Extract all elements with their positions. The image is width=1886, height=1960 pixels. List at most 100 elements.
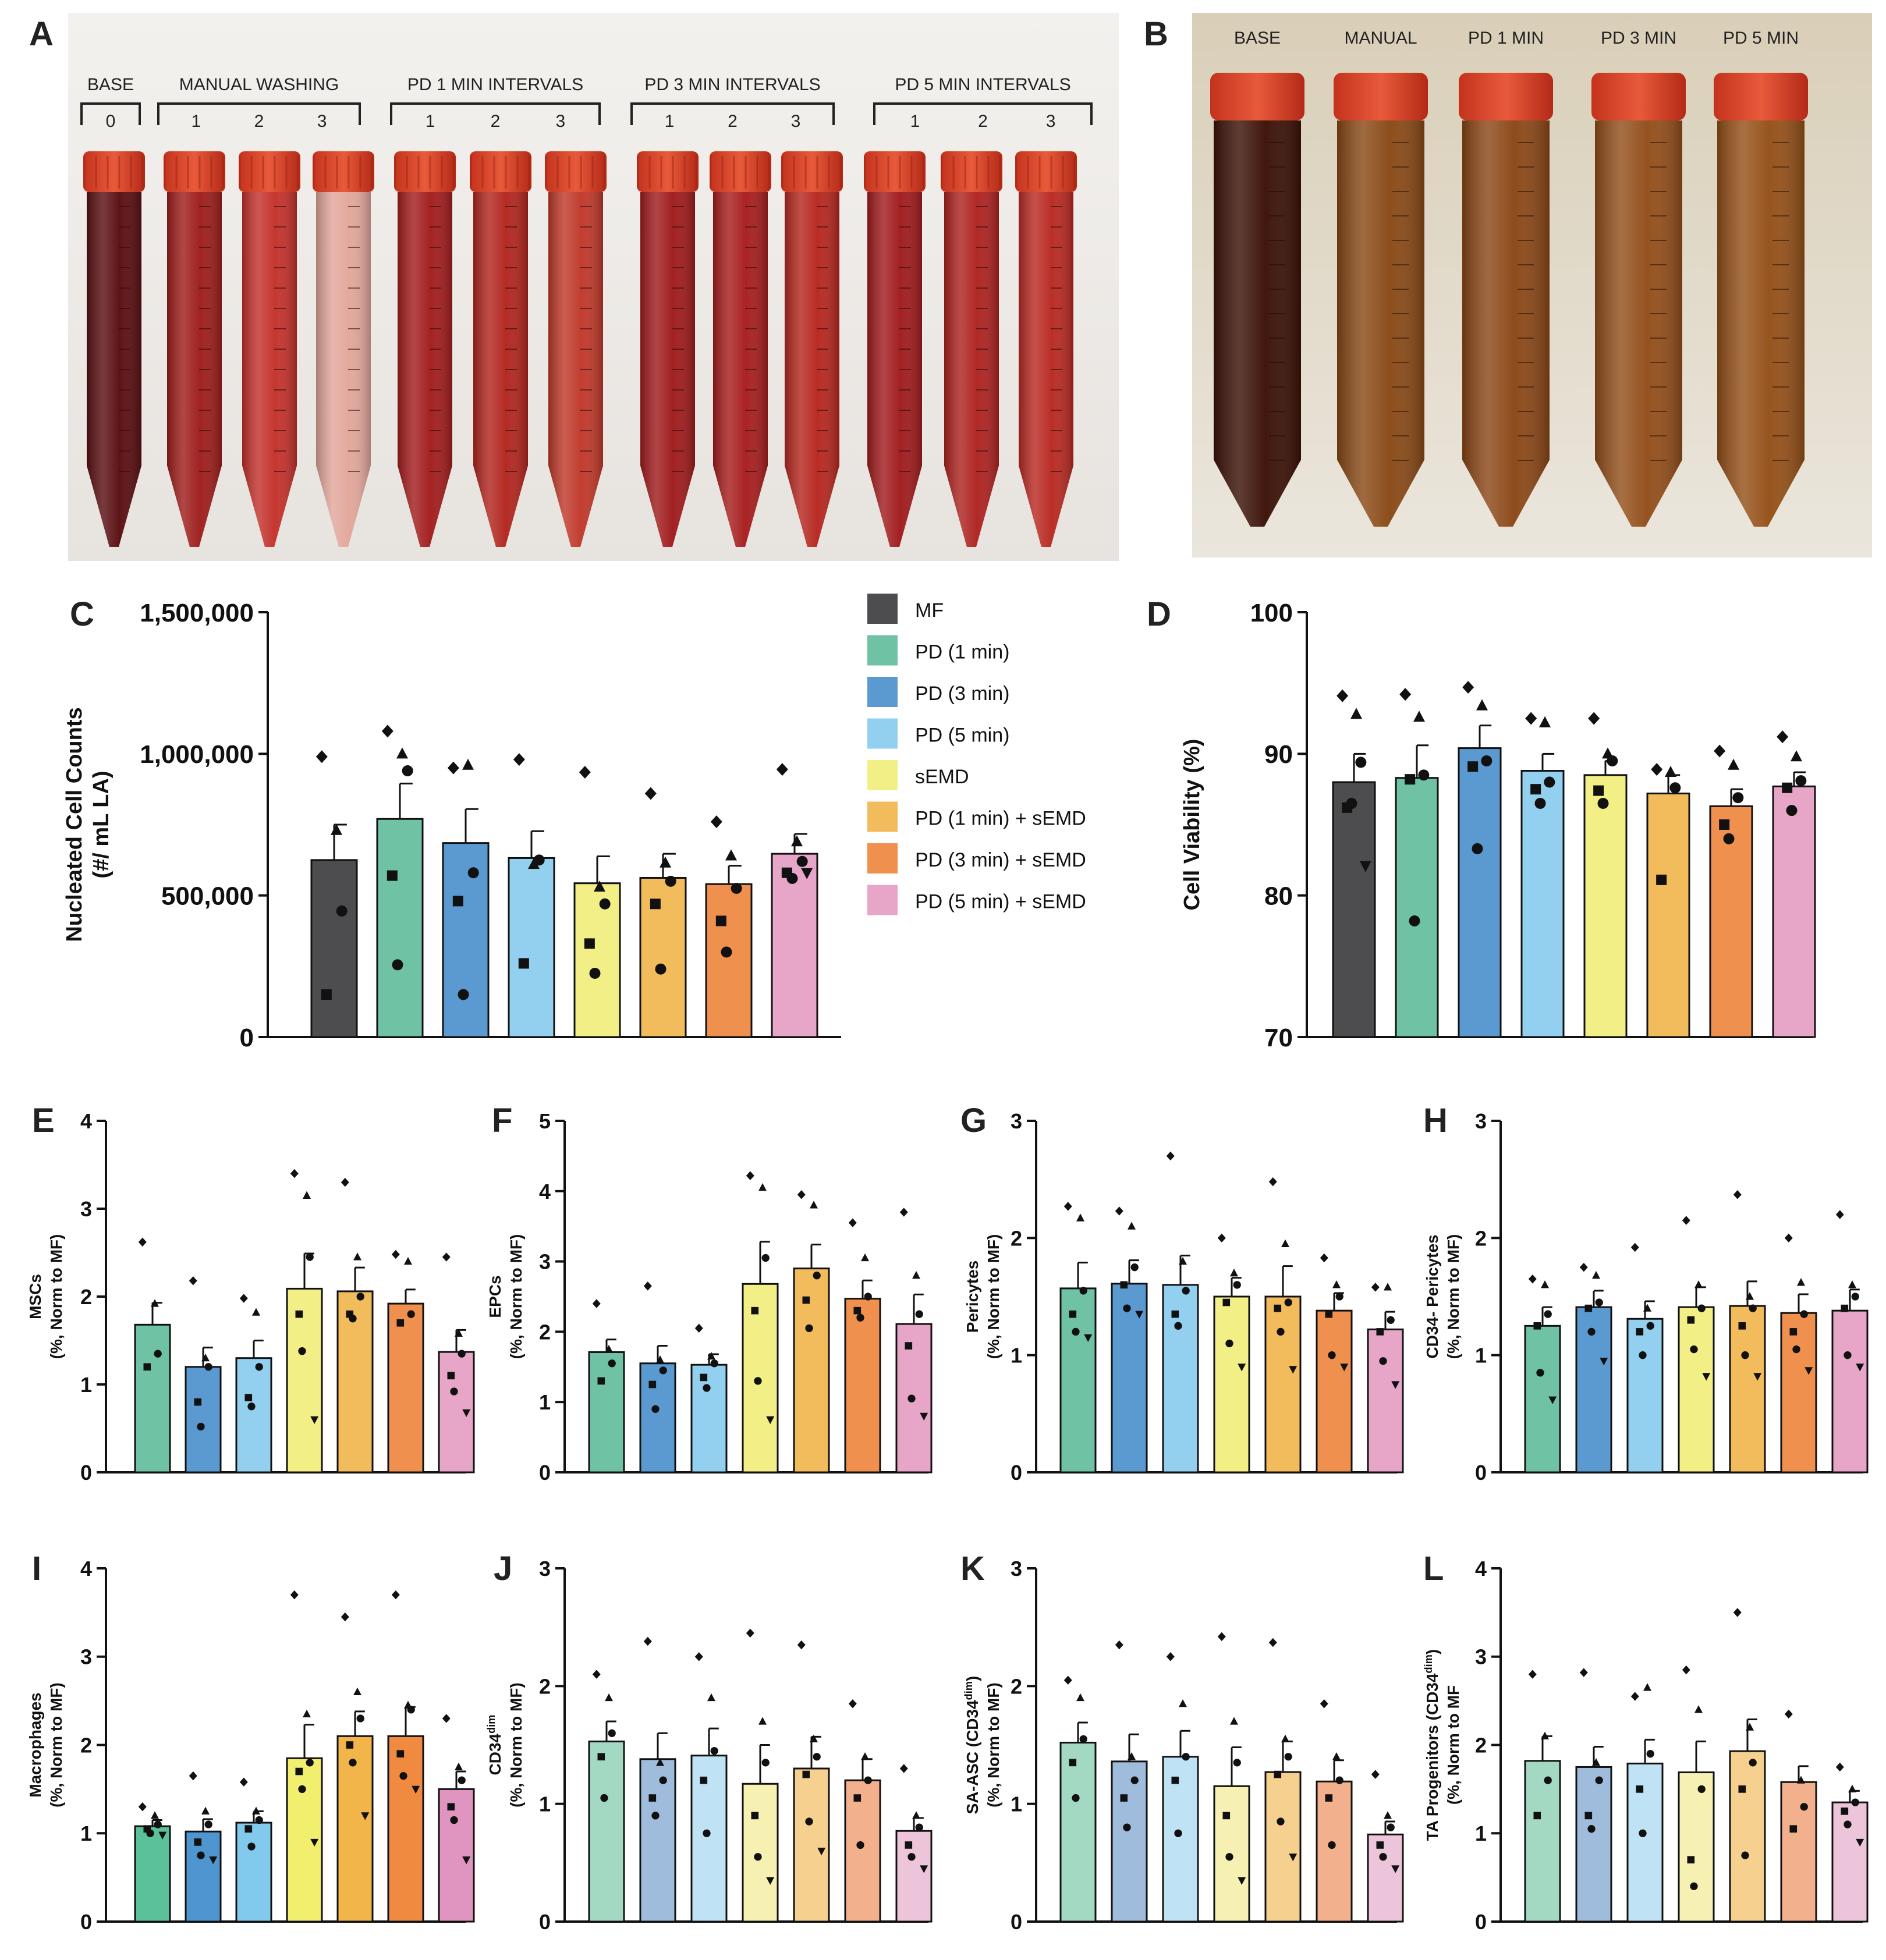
- data-point: [1741, 1851, 1749, 1859]
- tube-number: 3: [1046, 112, 1056, 131]
- data-point: [1328, 1351, 1336, 1359]
- data-point: [1336, 689, 1349, 702]
- data-point: [315, 750, 328, 764]
- data-point: [151, 1811, 159, 1819]
- data-point: [1597, 798, 1609, 809]
- y-axis-label-base: CD34: [486, 1733, 504, 1775]
- data-point: [462, 758, 474, 770]
- bar: [588, 1351, 625, 1473]
- tube-glass: [1214, 120, 1301, 527]
- legend-swatch: [867, 677, 898, 707]
- y-tick-label: 3: [1475, 1645, 1487, 1669]
- legend-swatch: [867, 885, 898, 915]
- y-axis-label: MSCs: [26, 1274, 44, 1319]
- y-tick-label: 80: [1264, 882, 1293, 911]
- data-point: [1643, 1683, 1651, 1691]
- tube-glass: [1717, 120, 1805, 527]
- data-point: [1584, 1812, 1593, 1820]
- data-point: [1792, 1345, 1800, 1354]
- bar: [793, 1767, 830, 1923]
- tube-glass: [548, 192, 603, 547]
- data-point: [1544, 1310, 1552, 1318]
- chart-h: H 0 1 2 3 CD34- Pericytes (%, Norm to MF): [1423, 1102, 1869, 1485]
- bar: [639, 1758, 676, 1923]
- data-point: [1115, 1640, 1123, 1650]
- bar: [639, 876, 687, 1038]
- tube-number: 2: [491, 112, 501, 131]
- data-point: [1281, 1239, 1289, 1247]
- data-point: [1222, 1812, 1231, 1820]
- y-tick-label: 3: [539, 1557, 551, 1581]
- tube-cap: [637, 151, 699, 192]
- data-point: [1587, 1825, 1596, 1833]
- tube-number: 0: [106, 112, 116, 131]
- data-point: [1738, 1322, 1746, 1330]
- y-tick-label: 4: [1475, 1557, 1487, 1581]
- bar: [1646, 792, 1690, 1038]
- data-point: [298, 1785, 306, 1794]
- data-point: [907, 1853, 916, 1861]
- y-tick-label: 3: [80, 1197, 92, 1221]
- data-point: [1835, 1762, 1844, 1772]
- data-point: [1548, 1396, 1557, 1404]
- bar: [1583, 774, 1628, 1038]
- data-point: [143, 1363, 151, 1371]
- data-point: [797, 1190, 806, 1199]
- data-point: [751, 1306, 759, 1315]
- y-tick-label: 2: [80, 1733, 92, 1757]
- bar: [1831, 1801, 1869, 1923]
- data-point: [1528, 1274, 1537, 1284]
- data-point: [1797, 1776, 1805, 1784]
- data-point: [310, 1416, 319, 1425]
- data-point: [1714, 744, 1726, 758]
- y-tick-label: 70: [1264, 1024, 1293, 1052]
- tube-glass: [1337, 120, 1424, 527]
- legend-label: MF: [915, 599, 944, 622]
- y-axis-label-sup: dim: [485, 1715, 497, 1734]
- data-point: [1646, 1750, 1654, 1758]
- y-tick-label: 2: [1475, 1733, 1487, 1757]
- tube-cap: [1334, 73, 1428, 120]
- data-point: [1643, 1304, 1651, 1312]
- legend-swatch: [867, 718, 898, 749]
- chart-k: K 0 1 2 3 SA-ASC (CD34dim)(%, Norm to MF): [960, 1550, 1404, 1934]
- data-point: [1841, 1808, 1849, 1815]
- tube-cap: [710, 151, 771, 192]
- y-tick-label: 1,000,000: [140, 740, 254, 769]
- data-point: [861, 1253, 869, 1262]
- legend-swatch: [867, 760, 898, 790]
- panel-letter-b: B: [1144, 15, 1168, 53]
- panel-letter-a: A: [29, 15, 54, 53]
- chart-e: E 0 1 2 3 4 MSCs (%, Norm to MF): [26, 1102, 475, 1485]
- data-point: [1584, 1304, 1593, 1312]
- data-point: [648, 1380, 657, 1389]
- data-point: [467, 867, 479, 879]
- legend-swatch: [867, 801, 898, 832]
- group-label: PD 5 MIN INTERVALS: [895, 75, 1070, 94]
- group-label: BASE: [87, 75, 134, 94]
- y-axis-label: (%, Norm to MF): [507, 1234, 525, 1359]
- data-point: [1120, 1794, 1128, 1802]
- data-point: [204, 1820, 212, 1828]
- data-point: [853, 1794, 862, 1802]
- data-point: [1534, 798, 1546, 809]
- data-point: [1541, 1280, 1549, 1288]
- data-point: [786, 872, 798, 884]
- y-axis-label: (%, Norm to MF: [1444, 1685, 1462, 1805]
- data-point: [1230, 1717, 1238, 1725]
- data-point: [600, 1794, 608, 1802]
- bar: [1264, 1771, 1302, 1923]
- data-point: [1072, 1327, 1080, 1336]
- bar: [844, 1779, 881, 1923]
- bar: [573, 882, 621, 1038]
- data-point: [1130, 1776, 1139, 1784]
- data-point: [151, 1299, 159, 1307]
- panel-b: BASE MANUAL PD 1 MIN PD 3 MIN PD 5 MIN B: [1144, 13, 1872, 558]
- data-point: [1166, 1652, 1175, 1661]
- data-point: [912, 1271, 920, 1279]
- group-bracket: [630, 102, 835, 125]
- photo-b-tubes: [1210, 73, 1808, 527]
- data-point: [1376, 1328, 1384, 1336]
- data-point: [1233, 1759, 1241, 1767]
- data-point: [1639, 1829, 1647, 1837]
